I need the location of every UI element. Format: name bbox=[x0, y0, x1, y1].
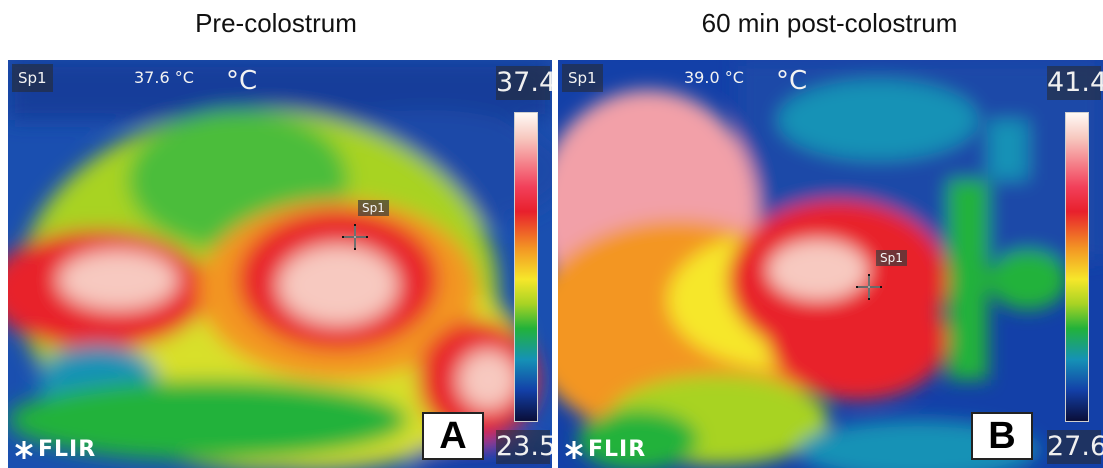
scale-min-value: 27.6 bbox=[1047, 430, 1103, 464]
crosshair-icon bbox=[856, 274, 882, 300]
spot-temperature: 37.6 °C bbox=[134, 68, 194, 87]
unit-label: °C bbox=[776, 66, 808, 96]
panel-a-caption: Pre-colostrum bbox=[195, 8, 357, 38]
flir-logo: FLIR bbox=[14, 437, 96, 462]
flir-logo: FLIR bbox=[564, 437, 646, 462]
scale-min-value: 23.5 bbox=[496, 430, 552, 464]
thermal-image-b bbox=[558, 60, 1103, 468]
panel-b-caption: 60 min post-colostrum bbox=[701, 8, 958, 38]
spot-meter-label: Sp1 bbox=[12, 64, 53, 92]
temperature-colorbar bbox=[514, 112, 538, 422]
spot-marker-label: Sp1 bbox=[876, 250, 907, 266]
spot-marker-label: Sp1 bbox=[358, 200, 389, 216]
spot-meter-label: Sp1 bbox=[562, 64, 603, 92]
scale-max-value: 37.4 bbox=[496, 66, 552, 100]
unit-label: °C bbox=[226, 66, 258, 96]
panel-letter-a: A bbox=[422, 412, 484, 460]
thermal-panel-b: Sp1 39.0 °C °C 41.4 27.6 Sp1 FLIR B bbox=[558, 60, 1103, 468]
thermal-panel-a: Sp1 37.6 °C °C 37.4 23.5 Sp1 FLIR A bbox=[8, 60, 552, 468]
panel-letter-b: B bbox=[971, 412, 1033, 460]
scale-max-value: 41.4 bbox=[1047, 66, 1103, 100]
spot-temperature: 39.0 °C bbox=[684, 68, 744, 87]
flir-brand-text: FLIR bbox=[588, 437, 647, 462]
flir-snowflake-icon bbox=[15, 440, 33, 459]
temperature-colorbar bbox=[1065, 112, 1089, 422]
crosshair-icon bbox=[342, 224, 368, 250]
flir-snowflake-icon bbox=[565, 440, 583, 459]
flir-brand-text: FLIR bbox=[38, 437, 97, 462]
thermal-image-a bbox=[8, 60, 552, 468]
